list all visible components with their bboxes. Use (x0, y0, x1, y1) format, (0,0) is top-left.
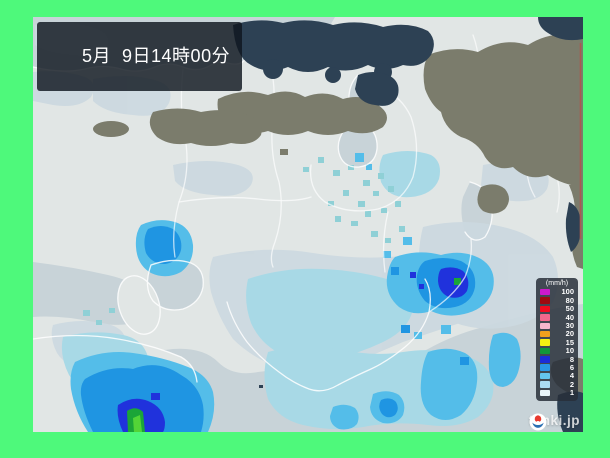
legend-value: 1 (569, 388, 574, 398)
legend-value: 80 (565, 295, 574, 305)
cloud-layer-dark (233, 17, 583, 432)
legend-swatch (540, 305, 550, 313)
legend-swatch (540, 347, 550, 355)
legend-swatch (540, 389, 550, 397)
legend-row: 2 (540, 380, 574, 388)
tenki-logo-icon (529, 413, 547, 431)
legend-value: 6 (569, 362, 574, 372)
awaji-island (117, 275, 161, 335)
timestamp-text: 5月 9日14時00分 (82, 46, 231, 66)
legend-swatch (540, 372, 550, 380)
rain-layer-peak (127, 278, 461, 432)
legend-swatch (540, 322, 550, 329)
rain-speckles (83, 157, 405, 325)
legend-row: 8 (540, 355, 574, 363)
timestamp-badge: 5月 9日14時00分 (37, 22, 243, 91)
legend-value: 8 (569, 354, 574, 364)
legend-row: 6 (540, 364, 574, 372)
legend-row: 1 (540, 389, 574, 397)
legend-swatch (540, 339, 550, 346)
legend-row: 80 (540, 296, 574, 304)
legend-swatch (540, 297, 550, 304)
legend-value: 10 (565, 346, 574, 356)
legend-row: 100 (540, 288, 574, 296)
legend-row: 4 (540, 372, 574, 380)
cloud-layer-light (93, 34, 583, 397)
legend-value: 30 (565, 321, 574, 330)
legend-row: 10 (540, 347, 574, 355)
legend-row: 40 (540, 313, 574, 321)
legend-row: 15 (540, 338, 574, 346)
legend-row: 30 (540, 322, 574, 330)
legend-value: 15 (565, 337, 574, 347)
legend-swatch (540, 381, 550, 388)
tenki-watermark: tenki.jp (529, 413, 580, 431)
legend-swatch (540, 330, 550, 338)
legend-swatch (540, 288, 550, 296)
legend-swatch (540, 314, 550, 321)
radar-map-viewport[interactable]: 5月 9日14時00分 (mm/h) 100 80 50 40 30 20 15 10 8 6 4 2… (33, 17, 583, 432)
radar-map-canvas[interactable] (33, 17, 583, 432)
legend-title: (mm/h) (545, 280, 569, 287)
legend-value: 2 (569, 379, 574, 389)
legend-row: 20 (540, 330, 574, 338)
legend-rows: 100 80 50 40 30 20 15 10 8 6 4 2 1 (540, 288, 574, 397)
legend-value: 4 (569, 371, 574, 381)
legend-row: 50 (540, 305, 574, 313)
legend-value: 50 (565, 304, 574, 314)
legend-swatch (540, 356, 550, 363)
rain-intensity-legend: (mm/h) 100 80 50 40 30 20 15 10 8 6 4 2 1 (536, 278, 578, 402)
legend-swatch (540, 364, 550, 371)
legend-value: 40 (565, 312, 574, 322)
legend-value: 100 (561, 287, 574, 297)
legend-value: 20 (565, 329, 574, 339)
